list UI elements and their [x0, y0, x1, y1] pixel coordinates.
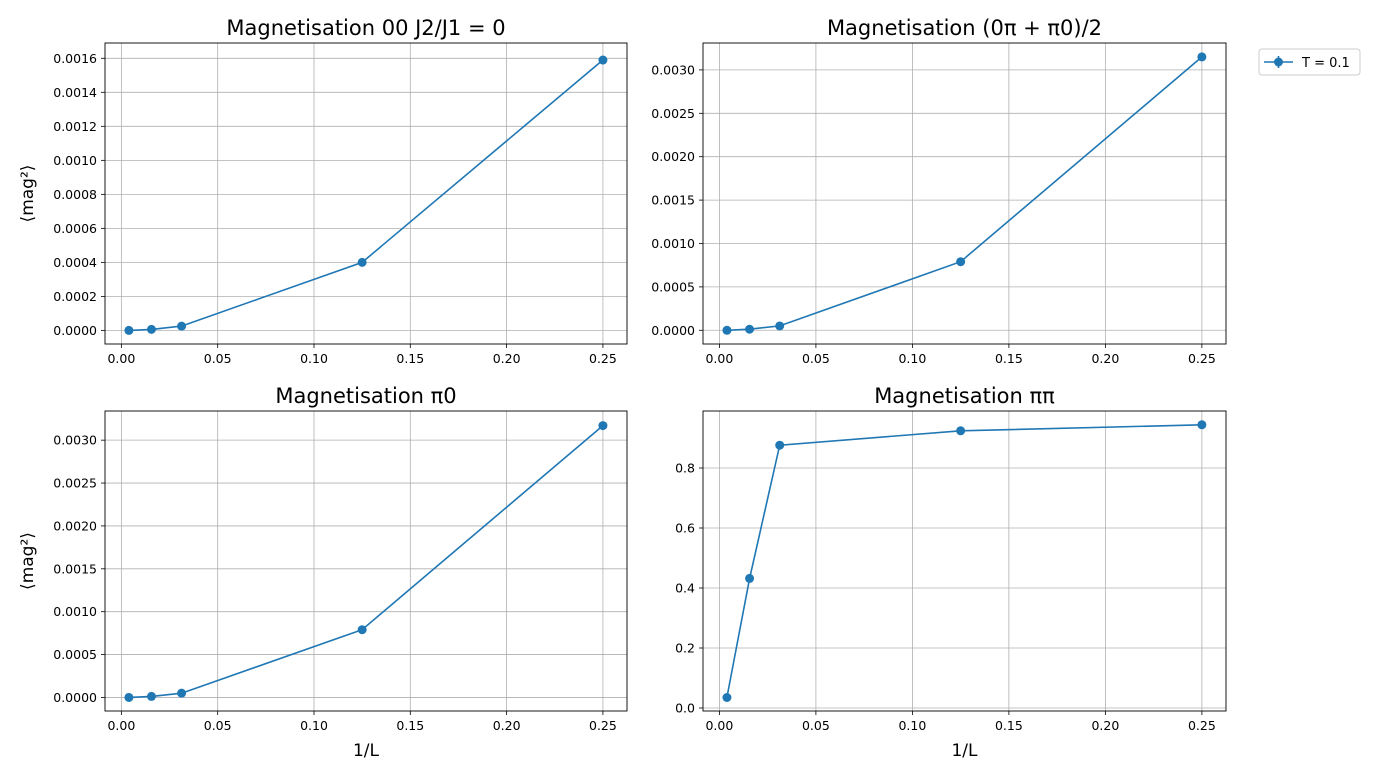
x-tick-label: 0.15: [995, 351, 1023, 366]
x-tick-label: 0.15: [396, 718, 424, 733]
y-tick-label: 0.0005: [53, 647, 97, 662]
x-tick-label: 0.10: [300, 718, 328, 733]
x-tick-label: 0.20: [1091, 351, 1119, 366]
subplot-4: 0.00 0.05 0.10 0.15 0.20 0.25 0.0 0.2 0.4 0.6 0.8 M…: [675, 384, 1227, 761]
y-tick-label: 0.0020: [53, 518, 97, 533]
x-tick-label: 0.15: [396, 351, 424, 366]
data-point: [775, 321, 785, 331]
subplot-title: Magnetisation 00 J2/J1 = 0: [226, 16, 505, 40]
y-tick-label: 0.0010: [651, 236, 695, 251]
axes-frame: [104, 410, 628, 712]
x-tick-label: 0.00: [705, 718, 733, 733]
y-tick-label: 0.0010: [53, 604, 97, 619]
x-tick-label: 0.00: [107, 351, 135, 366]
x-tick-label: 0.15: [995, 718, 1023, 733]
y-tick-label: 0.0: [675, 701, 695, 716]
subplot-title: Magnetisation π0: [275, 384, 456, 408]
x-axis-label: 1/L: [951, 741, 978, 761]
subplot-2: 0.00 0.05 0.10 0.15 0.20 0.25 0.0000 0.0005 0.00…: [651, 16, 1227, 366]
x-tick-label: 0.20: [493, 718, 521, 733]
y-tick-label: 0.4: [675, 581, 695, 596]
x-tick-label: 0.00: [107, 718, 135, 733]
y-tick-label: 0.0005: [651, 279, 695, 294]
y-tick-label: 0.2: [675, 641, 695, 656]
y-tick-label: 0.0004: [53, 255, 97, 270]
y-tick-label: 0.6: [675, 521, 695, 536]
axes-frame: [702, 410, 1227, 712]
y-tick-label: 0.0000: [53, 690, 97, 705]
data-point: [745, 324, 755, 334]
plot-area: [703, 411, 1226, 711]
plot-area: [703, 43, 1226, 344]
data-point: [956, 426, 966, 436]
axes-frame: [104, 42, 628, 345]
y-tick-label: 0.8: [675, 461, 695, 476]
x-tick-label: 0.05: [802, 718, 830, 733]
data-point: [598, 55, 608, 65]
data-point: [146, 324, 156, 334]
subplot-1: 0.00 0.05 0.10 0.15 0.20 0.25 0.0000 0.0002 0.00…: [18, 16, 628, 366]
x-tick-label: 0.25: [589, 718, 617, 733]
y-tick-label: 0.0025: [53, 476, 97, 491]
legend-label: T = 0.1: [1301, 56, 1350, 71]
y-tick-label: 0.0002: [53, 289, 97, 304]
data-point: [1197, 52, 1207, 62]
data-point: [956, 257, 966, 267]
subplot-3: 0.00 0.05 0.10 0.15 0.20 0.25 0.0000 0.0005 0.00…: [18, 384, 628, 761]
y-tick-label: 0.0012: [53, 119, 97, 134]
subplot-title: Magnetisation ππ: [874, 384, 1055, 408]
legend-marker: [1274, 57, 1283, 67]
data-point: [357, 625, 367, 635]
y-tick-label: 0.0010: [53, 153, 97, 168]
x-tick-label: 0.05: [204, 718, 232, 733]
y-axis-label: ⟨mag²⟩: [18, 165, 38, 223]
y-tick-label: 0.0000: [651, 323, 695, 338]
data-point: [177, 321, 187, 331]
y-tick-label: 0.0030: [651, 62, 695, 77]
x-tick-label: 0.05: [204, 351, 232, 366]
plot-area: [105, 411, 627, 711]
data-point: [357, 257, 367, 267]
y-tick-label: 0.0015: [651, 193, 695, 208]
x-tick-label: 0.10: [898, 351, 926, 366]
axes-frame: [702, 42, 1227, 345]
data-point: [1197, 420, 1207, 430]
subplot-title: Magnetisation (0π + π0)/2: [827, 16, 1102, 40]
x-tick-label: 0.20: [493, 351, 521, 366]
data-point: [124, 692, 134, 702]
x-tick-label: 0.25: [1188, 718, 1216, 733]
y-tick-label: 0.0016: [53, 51, 97, 66]
y-tick-label: 0.0015: [53, 561, 97, 576]
y-tick-label: 0.0030: [53, 433, 97, 448]
y-tick-label: 0.0008: [53, 187, 97, 202]
legend-box: [1258, 48, 1361, 76]
data-point: [598, 421, 608, 431]
x-tick-label: 0.10: [898, 718, 926, 733]
plot-area: [105, 43, 627, 344]
x-tick-label: 0.25: [1188, 351, 1216, 366]
data-point: [722, 693, 732, 702]
x-tick-label: 0.00: [705, 351, 733, 366]
y-axis-label: ⟨mag²⟩: [18, 532, 38, 590]
x-tick-label: 0.20: [1091, 718, 1119, 733]
y-tick-label: 0.0000: [53, 323, 97, 338]
y-tick-label: 0.0020: [651, 149, 695, 164]
data-point: [146, 691, 156, 701]
y-tick-label: 0.0014: [53, 85, 97, 100]
data-point: [745, 573, 755, 583]
x-tick-label: 0.05: [802, 351, 830, 366]
data-point: [775, 440, 785, 450]
x-tick-label: 0.10: [300, 351, 328, 366]
x-tick-label: 0.25: [589, 351, 617, 366]
subplots: 0.00 0.05 0.10 0.15 0.20 0.250.00000.00020.00…: [18, 16, 1227, 761]
data-point: [722, 325, 732, 335]
y-tick-label: 0.0025: [651, 106, 695, 121]
x-axis-label: 1/L: [353, 741, 380, 761]
y-tick-label: 0.0006: [53, 221, 97, 236]
data-point: [177, 688, 187, 698]
data-point: [124, 325, 134, 335]
legend: T = 0.1: [1258, 48, 1361, 76]
